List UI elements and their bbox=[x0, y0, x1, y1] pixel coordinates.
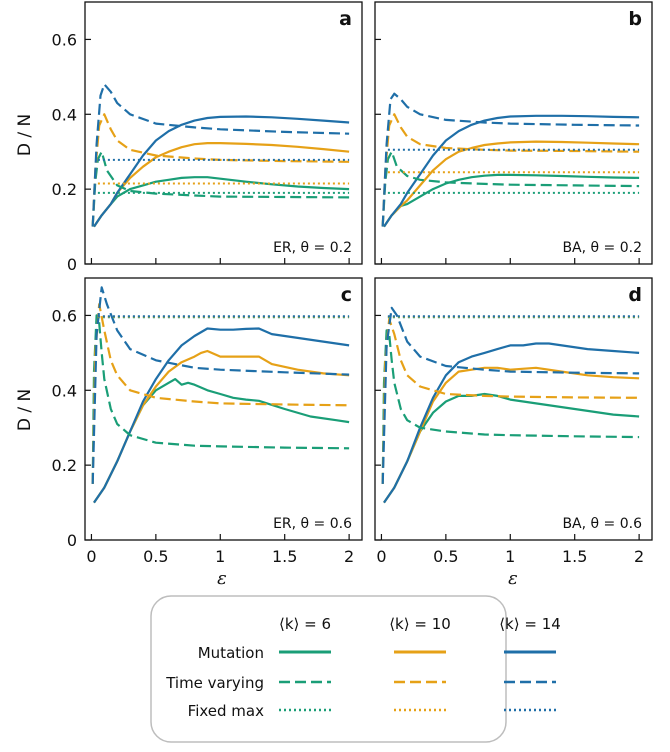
legend-col-k6: ⟨k⟩ = 6 bbox=[279, 615, 331, 633]
legend: ⟨k⟩ = 6 ⟨k⟩ = 10 ⟨k⟩ = 14 Mutation Time … bbox=[150, 595, 561, 743]
series-group bbox=[381, 92, 640, 228]
series-k6-solid-line bbox=[93, 378, 350, 504]
panel-letter: d bbox=[628, 284, 642, 306]
panel-d: 0 0.5 1 1.5 2 d BA, θ = 0.6 bbox=[374, 277, 653, 566]
panel-note: ER, θ = 0.2 bbox=[273, 240, 352, 256]
legend-row-mutation: Mutation bbox=[198, 644, 264, 662]
series-k14-dashed-line bbox=[91, 83, 350, 227]
x-tick-label: 1 bbox=[215, 547, 225, 566]
panel-frame bbox=[84, 277, 363, 541]
legend-row-time-varying: Time varying bbox=[165, 674, 264, 692]
series-k14-solid-line bbox=[383, 342, 640, 504]
x-tick-label: 1.5 bbox=[562, 547, 587, 566]
panel-note: BA, θ = 0.6 bbox=[562, 516, 642, 532]
y-tick-label: 0.6 bbox=[52, 30, 77, 49]
legend-col-k10: ⟨k⟩ = 10 bbox=[389, 615, 451, 633]
series-group bbox=[91, 83, 350, 228]
y-tick-label: 0.6 bbox=[52, 306, 77, 325]
series-k10-dashed-line bbox=[381, 113, 640, 227]
series-k10-dashed-line bbox=[91, 303, 350, 484]
series-k14-solid-line bbox=[93, 327, 350, 504]
series-k10-solid-line bbox=[93, 142, 350, 228]
y-tick-label: 0.4 bbox=[52, 381, 77, 400]
series-k6-dashed-line bbox=[381, 150, 640, 227]
x-axis-label-right: ε bbox=[508, 568, 518, 589]
x-tick-label: 0 bbox=[86, 547, 96, 566]
legend-row-fixed-max: Fixed max bbox=[188, 702, 264, 720]
series-k14-solid-line bbox=[383, 114, 640, 228]
panel-frame bbox=[374, 277, 653, 541]
y-tick-label: 0.2 bbox=[52, 456, 77, 475]
legend-box bbox=[150, 595, 507, 743]
x-tick-label: 2 bbox=[344, 547, 354, 566]
series-k6-solid-line bbox=[383, 392, 640, 504]
panel-letter: c bbox=[341, 284, 352, 306]
panel-frame bbox=[374, 1, 653, 265]
legend-line-samples bbox=[279, 650, 556, 712]
y-axis-label-top: D / N bbox=[15, 114, 35, 156]
x-tick-label: 0.5 bbox=[143, 547, 168, 566]
series-k14-dashed-line bbox=[91, 286, 350, 484]
series-group bbox=[381, 306, 640, 504]
y-tick-label: 0 bbox=[67, 531, 77, 550]
y-tick-label: 0 bbox=[67, 255, 77, 274]
panel-b: b BA, θ = 0.2 bbox=[374, 1, 653, 265]
series-k6-dashed-line bbox=[91, 150, 350, 227]
series-k14-dashed-line bbox=[381, 92, 640, 227]
panel-letter: a bbox=[339, 8, 352, 30]
panels-group: 0 0.2 0.4 0.6 a ER, θ = 0.2 b BA, θ = 0.2 0 0.2 0.… bbox=[52, 1, 653, 566]
series-k6-dashed-line bbox=[91, 314, 350, 484]
y-tick-label: 0.4 bbox=[52, 105, 77, 124]
panel-frame bbox=[84, 1, 363, 265]
series-group bbox=[91, 286, 350, 504]
series-k10-dashed-line bbox=[91, 113, 350, 227]
panel-letter: b bbox=[628, 8, 642, 30]
x-tick-label: 0 bbox=[376, 547, 386, 566]
legend-col-k14: ⟨k⟩ = 14 bbox=[499, 615, 561, 633]
panel-note: BA, θ = 0.2 bbox=[562, 240, 642, 256]
series-k6-solid-line bbox=[93, 176, 350, 228]
series-k10-dashed-line bbox=[381, 318, 640, 484]
x-tick-label: 1 bbox=[505, 547, 515, 566]
series-k10-solid-line bbox=[383, 140, 640, 228]
x-axis-label-left: ε bbox=[217, 568, 227, 589]
x-tick-label: 0.5 bbox=[433, 547, 458, 566]
panel-c: 0 0.2 0.4 0.6 0 0.5 1 1.5 2 c ER, θ = 0.6 bbox=[52, 277, 363, 566]
series-k6-dashed-line bbox=[381, 329, 640, 484]
x-tick-label: 2 bbox=[634, 547, 644, 566]
y-axis-label-bottom: D / N bbox=[15, 389, 35, 431]
y-tick-label: 0.2 bbox=[52, 180, 77, 199]
series-k14-solid-line bbox=[93, 115, 350, 228]
x-tick-label: 1.5 bbox=[272, 547, 297, 566]
panel-note: ER, θ = 0.6 bbox=[273, 516, 352, 532]
series-k6-solid-line bbox=[383, 173, 640, 228]
series-k14-dashed-line bbox=[381, 306, 640, 484]
panel-a: 0 0.2 0.4 0.6 a ER, θ = 0.2 bbox=[52, 1, 363, 274]
